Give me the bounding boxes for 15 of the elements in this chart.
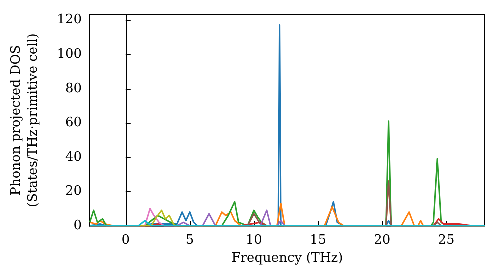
y-tick-label: 80 [65,81,82,96]
y-tick-label: 0 [74,218,82,234]
x-tick-label: 25 [438,233,455,248]
x-axis-title: Frequency (THz) [232,251,344,266]
y-tick-label: 20 [65,184,82,200]
y-tick-label: 120 [57,12,82,28]
y-axis-title: Phonon projected DOS (States/THz·primitive cell) [9,33,41,208]
x-tick-label: 10 [246,233,262,248]
y-tick-label: 40 [65,150,82,165]
x-tick-label: 5 [186,233,194,248]
x-tick-label: 0 [122,233,130,248]
x-tick-label: 15 [310,233,327,248]
y-tick-label: 60 [65,116,82,131]
y-tick-label: 100 [57,46,82,62]
x-tick-label: 20 [374,233,391,248]
